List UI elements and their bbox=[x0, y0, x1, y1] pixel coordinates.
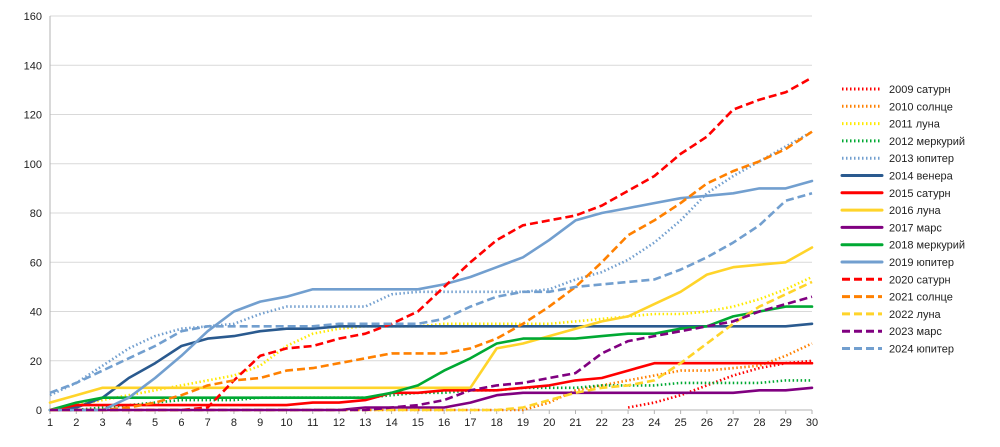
y-tick-label: 20 bbox=[30, 356, 42, 368]
x-tick-label: 6 bbox=[178, 417, 184, 429]
x-tick-label: 3 bbox=[99, 417, 105, 429]
series-line-6 bbox=[48, 322, 814, 412]
legend-label: 2012 меркурий bbox=[889, 136, 965, 148]
legend-label: 2015 сатурн bbox=[889, 188, 951, 200]
legend-label: 2022 луна bbox=[889, 309, 942, 321]
legend-label: 2023 марс bbox=[889, 326, 942, 338]
x-tick-label: 5 bbox=[152, 417, 158, 429]
x-tick-label: 4 bbox=[126, 417, 132, 429]
y-tick-label: 160 bbox=[24, 11, 42, 23]
y-tick-label: 40 bbox=[30, 307, 42, 319]
y-tick-label: 80 bbox=[30, 208, 42, 220]
x-tick-label: 7 bbox=[205, 417, 211, 429]
series-line-15 bbox=[50, 295, 813, 412]
legend-label: 2011 луна bbox=[889, 119, 941, 131]
legend: 2009 сатурн 2010 солнце 2011 луна 2012 мерк… bbox=[840, 84, 965, 356]
legend-label: 2016 луна bbox=[889, 205, 942, 217]
series-line-13 bbox=[50, 130, 813, 412]
x-tick-label: 25 bbox=[674, 417, 686, 429]
x-tick-label: 15 bbox=[412, 417, 424, 429]
y-tick-label: 100 bbox=[24, 159, 42, 171]
y-tick-label: 140 bbox=[24, 60, 42, 72]
x-tick-label: 13 bbox=[359, 417, 371, 429]
series-line-11 bbox=[48, 179, 814, 412]
series-line-1 bbox=[627, 359, 813, 409]
x-tick-label: 22 bbox=[596, 417, 608, 429]
series-line-7 bbox=[48, 361, 814, 412]
x-tick-label: 14 bbox=[385, 417, 397, 429]
legend-label: 2017 марс bbox=[889, 222, 942, 234]
x-tick-label: 11 bbox=[307, 417, 318, 429]
series-line-2 bbox=[50, 342, 813, 412]
series-line-10 bbox=[48, 305, 814, 412]
legend-label: 2019 юпитер bbox=[889, 257, 954, 269]
x-tick-label: 29 bbox=[780, 417, 792, 429]
legend-label: 2009 сатурн bbox=[889, 84, 951, 96]
grid bbox=[50, 15, 812, 411]
series-line-8 bbox=[48, 246, 814, 404]
x-tick-label: 1 bbox=[47, 417, 53, 429]
series-line-3 bbox=[49, 275, 813, 412]
x-tick-label: 27 bbox=[727, 417, 739, 429]
legend-label: 2021 солнце bbox=[889, 292, 953, 304]
legend-label: 2010 солнце bbox=[889, 101, 953, 113]
x-tick-label: 24 bbox=[648, 417, 660, 429]
x-tick-label: 10 bbox=[280, 417, 292, 429]
x-tick-label: 21 bbox=[569, 417, 581, 429]
series-lines bbox=[48, 76, 814, 412]
x-tick-label: 26 bbox=[701, 417, 713, 429]
series-line-4 bbox=[50, 379, 812, 412]
y-tick-label: 60 bbox=[30, 257, 42, 269]
x-tick-label: 9 bbox=[257, 417, 263, 429]
x-tick-label: 8 bbox=[231, 417, 237, 429]
x-tick-label: 12 bbox=[333, 417, 345, 429]
x-tick-label: 19 bbox=[517, 417, 529, 429]
y-tick-label: 0 bbox=[36, 405, 42, 417]
legend-label: 2013 юпитер bbox=[889, 153, 954, 165]
legend-label: 2014 венера bbox=[889, 171, 954, 183]
x-tick-label: 2 bbox=[73, 417, 79, 429]
x-tick-label: 16 bbox=[438, 417, 450, 429]
legend-label: 2024 юпитер bbox=[889, 344, 954, 356]
x-tick-label: 20 bbox=[543, 417, 555, 429]
x-tick-label: 30 bbox=[806, 417, 818, 429]
x-tick-label: 17 bbox=[464, 417, 476, 429]
x-tick-label: 18 bbox=[491, 417, 503, 429]
x-tick-label: 23 bbox=[622, 417, 634, 429]
series-line-12 bbox=[50, 76, 813, 412]
legend-label: 2020 сатурн bbox=[889, 274, 951, 286]
y-tick-label: 120 bbox=[24, 110, 42, 122]
legend-label: 2018 меркурий bbox=[889, 240, 965, 252]
x-tick-label: 28 bbox=[753, 417, 765, 429]
